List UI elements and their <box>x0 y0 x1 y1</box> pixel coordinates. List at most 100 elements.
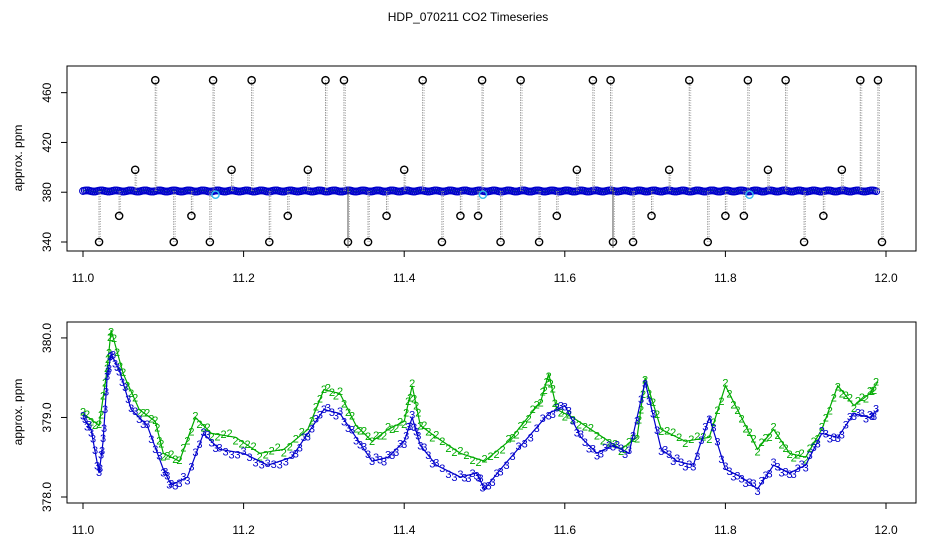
series-3-marker: 3 <box>634 416 640 428</box>
series-3-marker: 3 <box>353 435 359 447</box>
top-spike-point <box>684 75 694 85</box>
series-3-marker: 3 <box>859 408 865 420</box>
series-2-marker: 2 <box>417 421 423 433</box>
series-3-marker: 3 <box>626 445 632 457</box>
series-3-marker: 3 <box>184 475 190 487</box>
series-3-marker: 3 <box>690 462 696 474</box>
series-3-marker: 3 <box>90 434 96 446</box>
series-2-marker: 2 <box>275 442 281 454</box>
series-3-marker: 3 <box>638 394 644 406</box>
series-2-marker: 2 <box>566 410 572 422</box>
series-2-marker: 2 <box>710 417 716 429</box>
series-3-marker: 3 <box>562 402 568 414</box>
series-2-marker: 2 <box>164 450 170 462</box>
series-2-marker: 2 <box>552 398 558 410</box>
series-3-marker: 3 <box>819 425 825 437</box>
series-3-marker: 3 <box>630 431 636 443</box>
series-2-marker: 2 <box>738 414 744 426</box>
series-2-marker: 2 <box>381 431 387 443</box>
series-3-marker: 3 <box>357 440 363 452</box>
series-3-marker: 3 <box>110 350 116 362</box>
series-3-marker: 3 <box>851 411 857 423</box>
top-spike-point <box>283 211 293 221</box>
series-2-marker: 2 <box>154 423 160 435</box>
series-2-marker: 2 <box>337 386 343 398</box>
series-3-marker: 3 <box>289 450 295 462</box>
series-2-marker: 2 <box>421 420 427 432</box>
series-3-marker: 3 <box>439 463 445 475</box>
series-2-marker: 2 <box>815 434 821 446</box>
series-3-marker: 3 <box>103 387 109 399</box>
series-2-marker: 2 <box>80 407 86 419</box>
series-3-marker: 3 <box>128 403 134 415</box>
series-2-marker: 2 <box>369 436 375 448</box>
series-3-marker: 3 <box>706 414 712 426</box>
series-3-marker: 3 <box>479 483 485 495</box>
series-3-marker: 3 <box>345 423 351 435</box>
series-3-marker: 3 <box>522 439 528 451</box>
series-2-marker: 2 <box>558 407 564 419</box>
series-3-marker: 3 <box>791 469 797 481</box>
series-3-marker: 3 <box>94 460 100 472</box>
top-spike-point <box>247 75 256 85</box>
top-spike-point <box>303 165 313 175</box>
series-2-marker: 2 <box>439 436 445 448</box>
top-spike-point <box>873 75 883 85</box>
series-3-marker: 3 <box>469 468 475 480</box>
series-3-marker: 3 <box>618 443 624 455</box>
series-3-marker: 3 <box>642 378 648 390</box>
series-2-marker: 2 <box>226 428 232 440</box>
series-3-marker: 3 <box>107 352 113 364</box>
series-3-marker: 3 <box>855 407 861 419</box>
series-3-marker: 3 <box>823 429 829 441</box>
series-2-marker: 2 <box>385 422 391 434</box>
series-2-marker: 2 <box>582 421 588 433</box>
series-2-marker: 2 <box>84 409 90 421</box>
bottom-y-axis-label: approx. ppm <box>11 379 25 446</box>
top-spike-point <box>187 211 196 221</box>
series-2-marker: 2 <box>576 420 582 432</box>
series-3-marker: 3 <box>373 452 379 464</box>
top-spike-point <box>169 237 179 247</box>
series-2-marker: 2 <box>341 399 347 411</box>
series-3-marker: 3 <box>686 459 692 471</box>
series-3-marker: 3 <box>451 472 457 484</box>
series-3-marker: 3 <box>411 422 417 434</box>
series-3-marker: 3 <box>598 449 604 461</box>
series-3-marker: 3 <box>722 461 728 473</box>
series-3-markers: 3333333333333333333333333333333333333333… <box>80 350 879 498</box>
series-3-marker: 3 <box>341 416 347 428</box>
series-2-marker: 2 <box>136 408 142 420</box>
top-spike-point <box>382 211 391 221</box>
series-2-marker: 2 <box>415 408 421 420</box>
series-3-marker: 3 <box>498 467 504 479</box>
series-3-marker: 3 <box>105 366 111 378</box>
series-2-marker: 2 <box>188 426 194 438</box>
top-spike-point <box>799 237 809 247</box>
series-2-marker: 2 <box>365 431 371 443</box>
series-2-marker: 2 <box>281 447 287 459</box>
series-2-marker: 2 <box>433 430 439 442</box>
series-3-marker: 3 <box>317 410 323 422</box>
series-3-marker: 3 <box>293 449 299 461</box>
series-3-marker: 3 <box>415 431 421 443</box>
series-3-marker: 3 <box>516 441 522 453</box>
series-2-marker: 2 <box>120 367 126 379</box>
series-3-marker: 3 <box>104 371 110 383</box>
series-3-marker: 3 <box>540 413 546 425</box>
top-y-tick-label: 340 <box>40 232 54 252</box>
series-2-marker: 2 <box>803 454 809 466</box>
series-2-marker: 2 <box>688 434 694 446</box>
series-2-marker: 2 <box>263 449 269 461</box>
series-3-marker: 3 <box>847 411 853 423</box>
series-3-marker: 3 <box>84 422 90 434</box>
series-2-marker: 2 <box>214 431 220 443</box>
series-3-marker: 3 <box>493 468 499 480</box>
series-2-marker: 2 <box>562 412 568 424</box>
series-2-marker: 2 <box>588 422 594 434</box>
series-2-marker: 2 <box>411 393 417 405</box>
series-3-marker: 3 <box>698 435 704 447</box>
series-2-marker: 2 <box>325 383 331 395</box>
top-spike-point <box>114 211 124 221</box>
